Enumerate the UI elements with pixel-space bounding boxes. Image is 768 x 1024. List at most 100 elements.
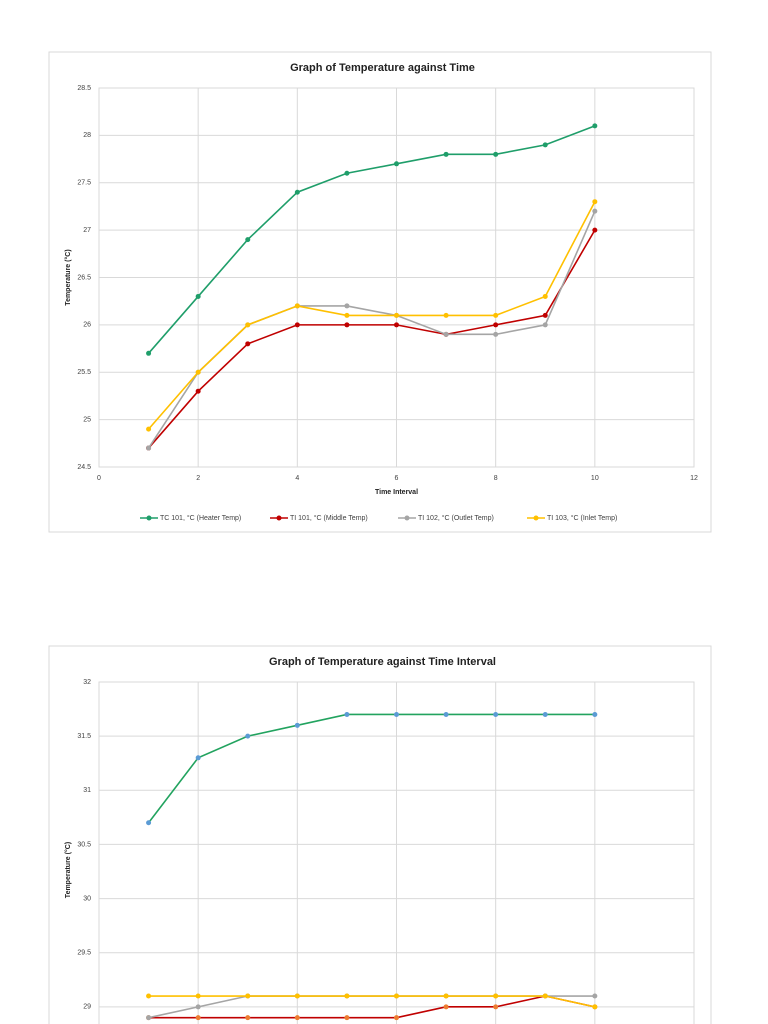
y-tick-label: 29: [83, 1004, 91, 1011]
data-point: [245, 237, 251, 243]
data-point: [245, 341, 251, 347]
y-tick-label: 27: [83, 227, 91, 234]
y-tick-label: 28: [83, 132, 91, 139]
data-point: [592, 123, 598, 129]
data-point: [394, 322, 399, 328]
data-point: [394, 1015, 399, 1021]
data-point: [344, 711, 350, 717]
legend-label: TI 102, °C (Outlet Temp): [418, 514, 494, 522]
plot-border: [98, 87, 695, 468]
data-point: [542, 293, 548, 299]
data-point: [443, 711, 449, 717]
data-point: [294, 189, 300, 195]
y-tick-label: 31: [83, 787, 91, 794]
data-point: [542, 993, 548, 999]
y-tick-label: 27.5: [77, 180, 91, 187]
data-point: [344, 322, 350, 328]
series-line: [147, 201, 596, 430]
data-point: [493, 711, 499, 717]
data-point: [592, 1004, 598, 1010]
plot-border: [98, 681, 695, 1024]
y-tick-label: 30: [83, 895, 91, 902]
data-point: [443, 151, 449, 157]
y-axis-title: Temperature (°C): [64, 842, 72, 898]
data-point: [344, 993, 350, 999]
data-point: [592, 199, 598, 205]
data-point: [443, 993, 449, 999]
legend-label: TI 101, °C (Middle Temp): [290, 514, 368, 522]
y-tick-label: 32: [83, 679, 91, 686]
data-point: [542, 312, 548, 318]
x-tick-label: 12: [690, 475, 698, 482]
data-point: [146, 445, 152, 451]
x-tick-label: 8: [494, 475, 498, 482]
x-tick-label: 0: [97, 475, 101, 482]
legend-marker: [533, 515, 539, 521]
data-point: [493, 151, 499, 157]
data-point: [344, 303, 350, 309]
series-line: [147, 125, 596, 354]
y-tick-label: 26: [83, 322, 91, 329]
data-point: [195, 755, 201, 761]
legend-label: TI 103, °C (Inlet Temp): [547, 514, 617, 522]
data-point: [344, 1015, 350, 1021]
data-point: [394, 993, 399, 999]
data-point: [146, 350, 152, 356]
x-tick-label: 2: [196, 475, 200, 482]
data-point: [146, 820, 152, 826]
data-point: [394, 312, 399, 318]
data-point: [542, 142, 548, 148]
y-tick-label: 31.5: [77, 733, 91, 740]
chart-frame: [48, 51, 712, 533]
x-tick-label: 4: [295, 475, 299, 482]
data-point: [493, 331, 499, 337]
chart-title: Graph of Temperature against Time Interv…: [269, 656, 496, 668]
x-tick-label: 6: [395, 475, 399, 482]
y-tick-label: 26.5: [77, 274, 91, 281]
data-point: [344, 312, 350, 318]
data-point: [146, 426, 152, 432]
y-tick-label: 24.5: [77, 464, 91, 471]
data-point: [294, 993, 300, 999]
y-tick-label: 25: [83, 416, 91, 423]
data-point: [344, 170, 350, 176]
data-point: [195, 369, 201, 375]
data-point: [592, 711, 598, 717]
data-point: [195, 1015, 201, 1021]
chart-frame: [48, 645, 712, 1024]
data-point: [195, 388, 201, 394]
data-point: [294, 1015, 300, 1021]
data-point: [294, 322, 300, 328]
data-point: [195, 1004, 201, 1010]
data-point: [245, 322, 251, 328]
data-point: [195, 993, 201, 999]
data-point: [146, 1015, 152, 1021]
data-point: [542, 711, 548, 717]
data-point: [245, 1015, 251, 1021]
y-tick-label: 25.5: [77, 369, 91, 376]
data-point: [493, 322, 499, 328]
y-tick-label: 29.5: [77, 950, 91, 957]
data-point: [146, 993, 152, 999]
data-point: [195, 293, 201, 299]
data-point: [493, 993, 499, 999]
data-point: [443, 312, 449, 318]
series-line: [148, 995, 596, 1019]
legend-label: TC 101, °C (Heater Temp): [160, 514, 241, 522]
series-line: [147, 229, 596, 449]
legend-marker: [276, 515, 282, 521]
data-point: [592, 993, 598, 999]
data-point: [294, 722, 300, 728]
x-tick-label: 10: [591, 475, 599, 482]
data-point: [493, 312, 499, 318]
data-point: [443, 1004, 449, 1010]
data-point: [493, 1004, 499, 1010]
legend-marker: [146, 515, 152, 521]
data-point: [245, 733, 251, 739]
x-axis-title: Time Interval: [375, 489, 418, 496]
data-point: [443, 331, 449, 337]
y-tick-label: 30.5: [77, 841, 91, 848]
legend-marker: [404, 515, 410, 521]
data-point: [592, 208, 598, 214]
